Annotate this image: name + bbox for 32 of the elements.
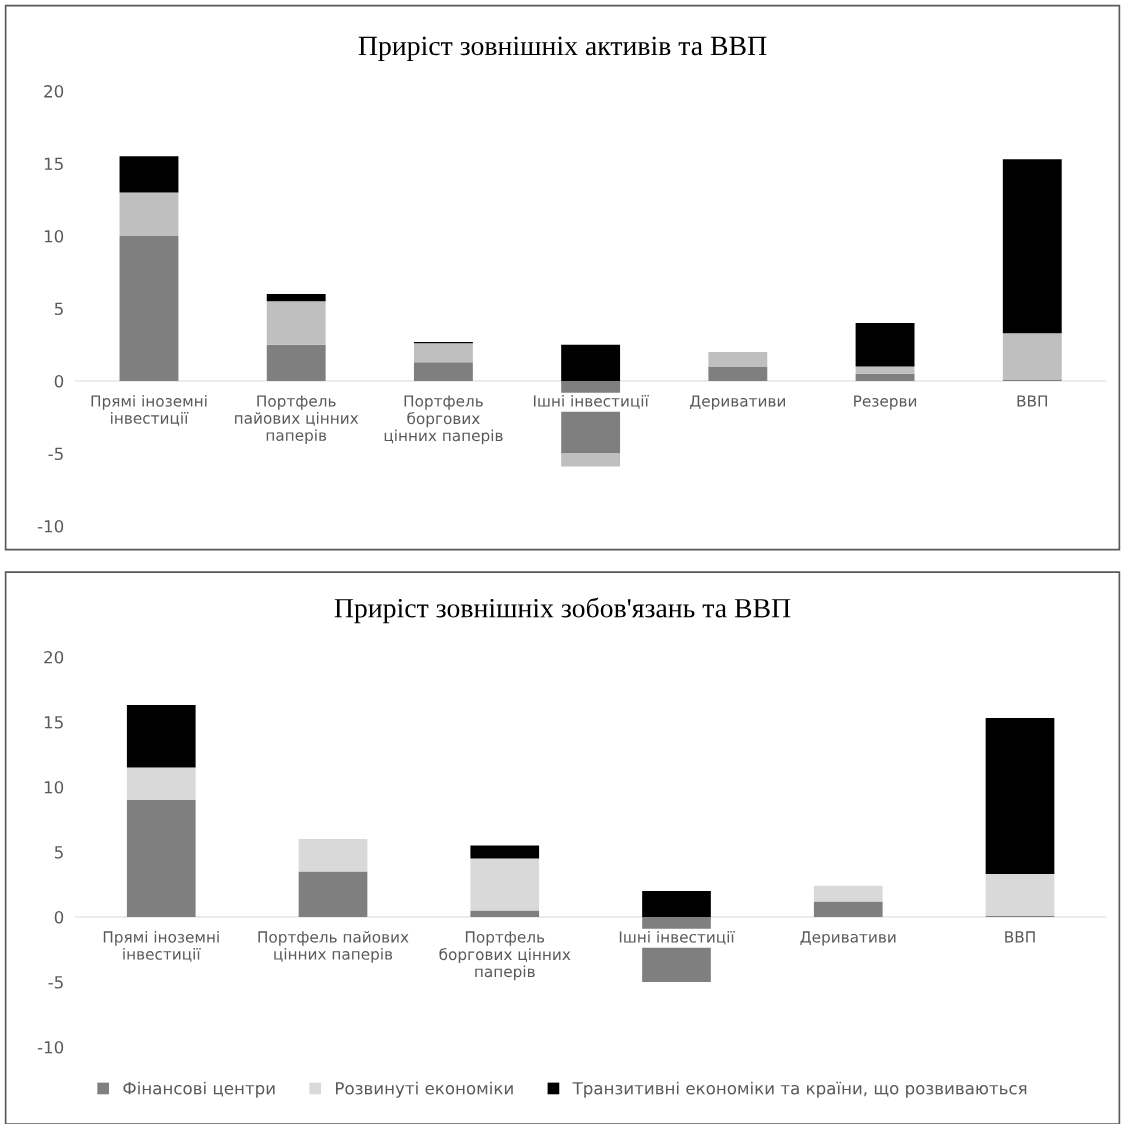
legend-label: Розвинуті економіки — [336, 1081, 513, 1098]
y-tick-label: -5 — [48, 976, 63, 989]
y-tick-label: 20 — [44, 85, 64, 98]
chart-title: Приріст зовнішніх зобов'язань та ВВП — [334, 597, 791, 624]
y-tick-label: 10 — [44, 780, 64, 794]
x-tick-label: Прямі іноземні інвестиції — [103, 930, 219, 962]
legend-label: Транзитивні економіки та країни, що розвиваються — [572, 1081, 1027, 1098]
y-tick-label: 20 — [44, 650, 64, 664]
x-tick-label: Портфель пайових цінних паперів — [235, 395, 359, 444]
x-tick-label: Ішні інвестиції — [533, 394, 649, 409]
x-tick-label: ВВП — [1017, 395, 1047, 407]
x-tick-label: Ішні інвестиції — [619, 930, 735, 945]
y-tick-label: 0 — [54, 910, 64, 924]
x-tick-label: ВВП — [1005, 931, 1035, 943]
x-tick-label: Деривативи — [800, 931, 896, 946]
y-tick-label: 5 — [54, 302, 63, 316]
y-tick-label: -10 — [37, 519, 64, 533]
x-tick-label: Портфель боргових цінних паперів — [439, 931, 571, 981]
y-tick-label: 15 — [44, 157, 63, 171]
y-tick-label: 10 — [44, 230, 64, 243]
y-tick-label: 0 — [54, 375, 64, 388]
x-tick-label: Резерви — [854, 395, 917, 410]
y-tick-label: 5 — [54, 846, 63, 859]
x-tick-label: Деривативи — [690, 395, 785, 410]
x-tick-label: Прямі іноземні інвестиції — [91, 394, 207, 426]
chart-title: Приріст зовнішніх активів та ВВП — [358, 36, 767, 61]
y-tick-label: -10 — [37, 1040, 64, 1054]
y-tick-label: -5 — [48, 447, 63, 461]
legend-label: Фінансові центри — [123, 1081, 275, 1098]
x-tick-label: Портфель боргових цінних паперів — [384, 395, 503, 445]
y-tick-label: 15 — [44, 716, 63, 729]
x-tick-label: Портфель пайових цінних паперів — [258, 930, 409, 963]
